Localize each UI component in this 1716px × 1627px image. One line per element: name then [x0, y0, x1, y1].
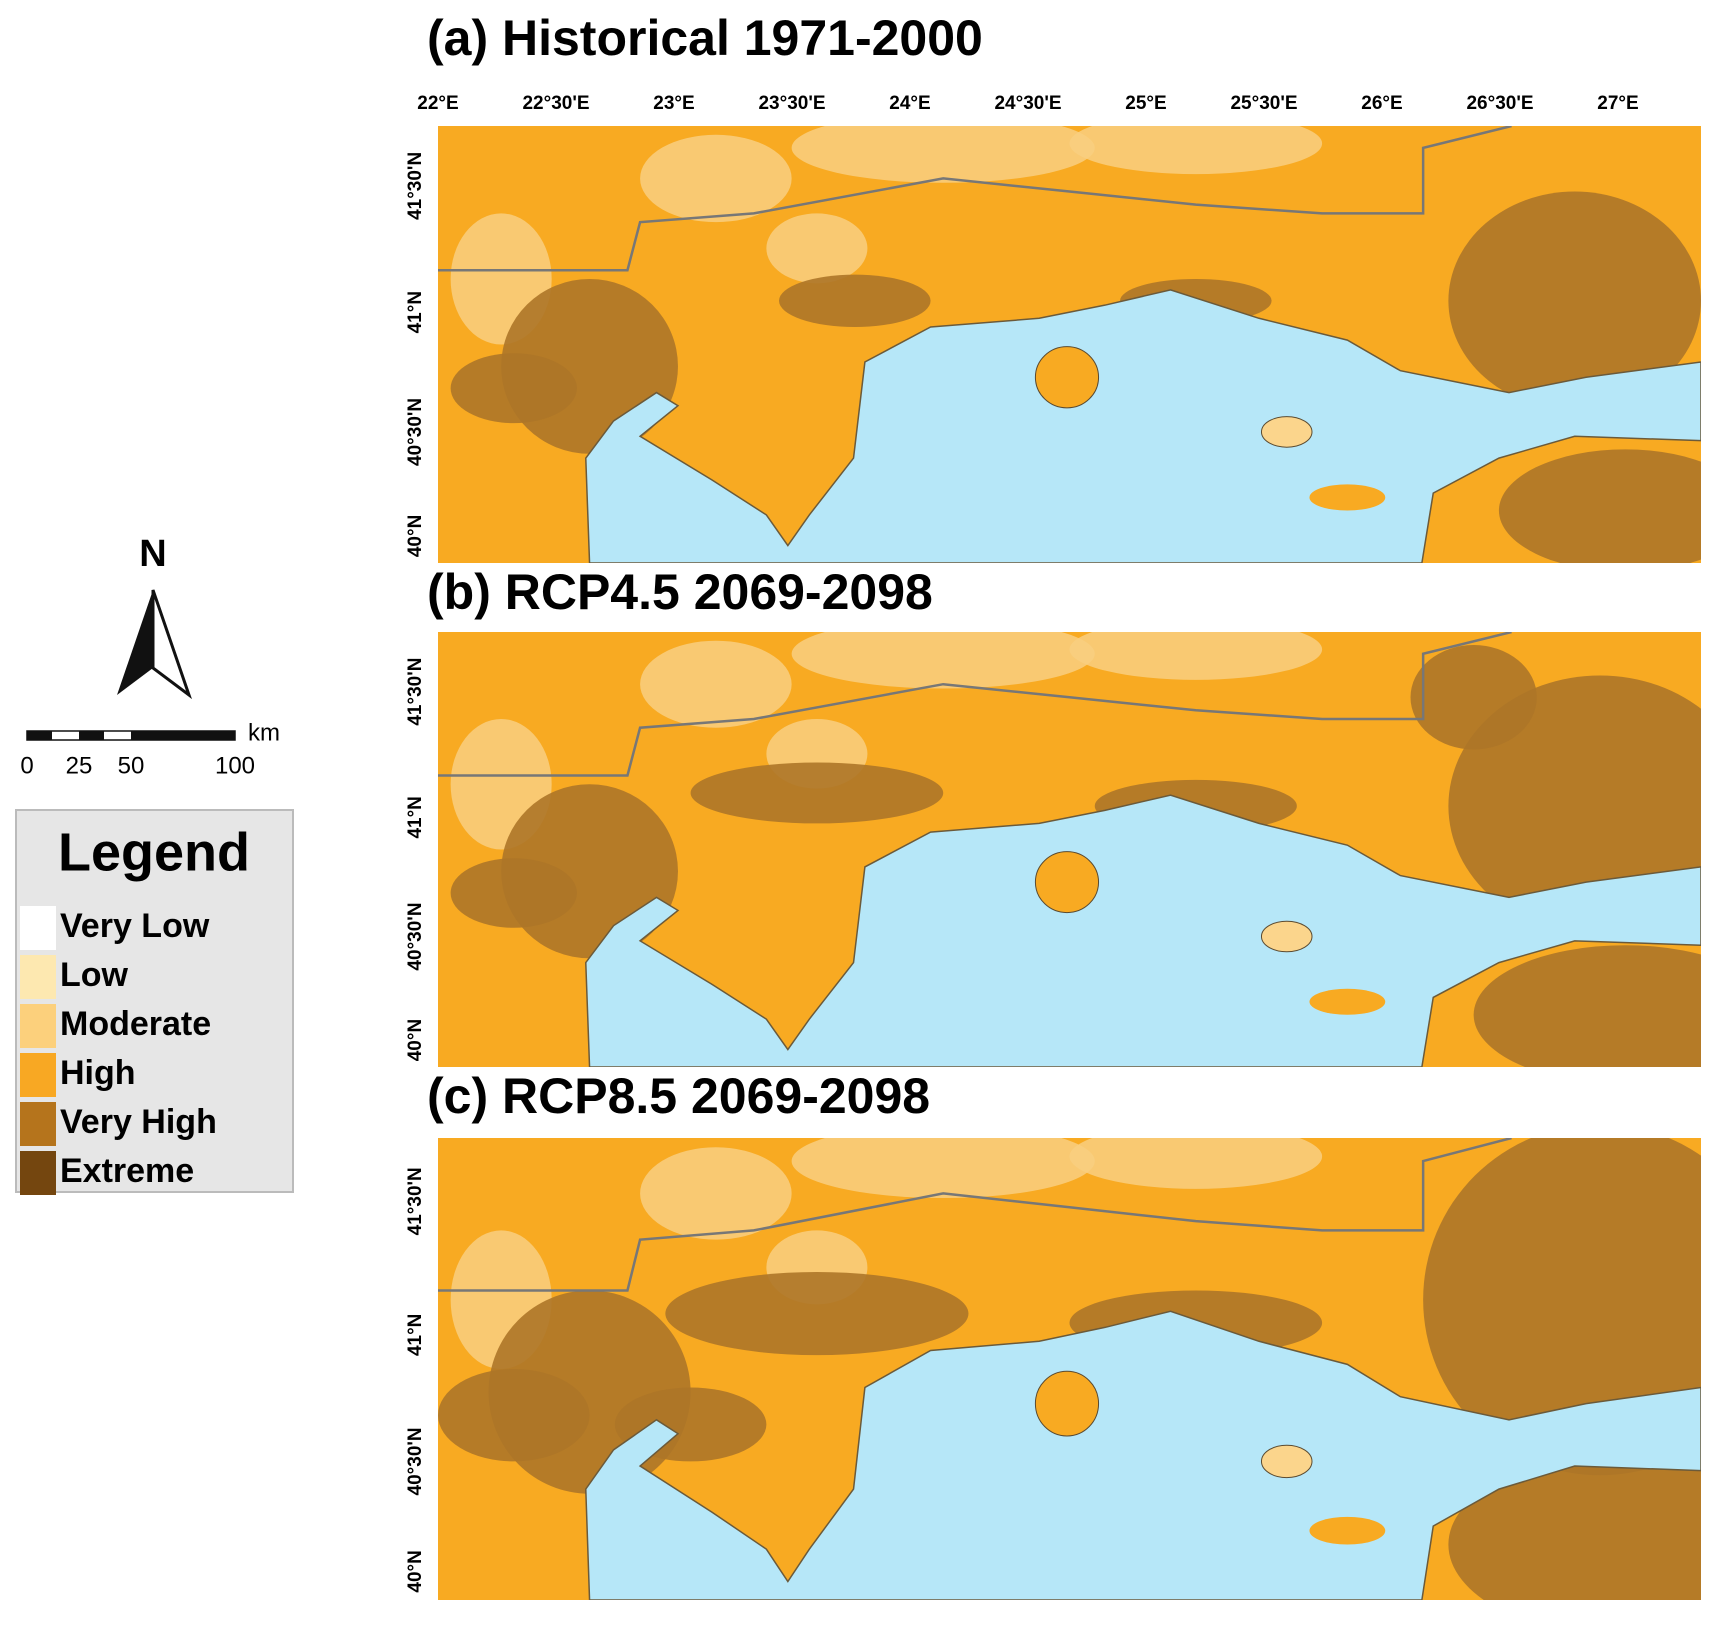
moderate-zone: [640, 1147, 792, 1240]
scale-unit: km: [248, 719, 280, 746]
border: [438, 1138, 1512, 1292]
very-high-zone: [1448, 191, 1701, 411]
very-high-zone: [1448, 675, 1701, 937]
latitude-label: 41°N: [405, 291, 426, 333]
north-label: N: [139, 533, 166, 575]
island: [1309, 988, 1386, 1015]
north-arrow: [117, 589, 192, 700]
legend-label: Very Low: [60, 907, 210, 945]
latitude-label: 41°30'N: [405, 1167, 426, 1235]
island: [1260, 920, 1313, 953]
island: [1034, 851, 1100, 914]
longitude-label: 26°30'E: [1466, 93, 1533, 114]
sea: [585, 794, 1701, 1067]
very-high-zone: [1498, 449, 1701, 563]
longitude-label: 22°E: [417, 93, 458, 114]
longitude-label: 25°30'E: [1230, 93, 1297, 114]
border: [438, 126, 1512, 272]
latitude-label: 40°30'N: [405, 1427, 426, 1495]
longitude-label: 27°E: [1597, 93, 1638, 114]
latitude-label: 41°30'N: [405, 152, 426, 220]
map-panel: [438, 126, 1701, 563]
map-panel: [438, 632, 1701, 1067]
legend-label: Extreme: [60, 1152, 194, 1190]
legend-title: Legend: [58, 822, 250, 882]
legend-swatch: [20, 1053, 56, 1097]
moderate-zone: [1069, 126, 1323, 175]
legend-label: Moderate: [60, 1005, 211, 1043]
island: [1034, 1370, 1100, 1437]
moderate-zone: [791, 632, 1095, 689]
moderate-zone: [791, 126, 1095, 183]
latitude-label: 40°30'N: [405, 398, 426, 466]
latitude-label: 40°N: [405, 515, 426, 557]
legend-swatch: [20, 1151, 56, 1195]
sea: [585, 289, 1701, 563]
longitude-label: 22°30'E: [522, 93, 589, 114]
island: [1260, 416, 1313, 448]
legend-swatch: [20, 1004, 56, 1048]
sea: [585, 1310, 1701, 1600]
panel-title: (b) RCP4.5 2069-2098: [427, 564, 933, 620]
panel-title: (a) Historical 1971-2000: [427, 10, 983, 66]
very-high-zone: [450, 858, 577, 928]
scale-label: 0: [20, 752, 33, 779]
scale-label: 100: [215, 752, 255, 779]
longitude-label: 23°E: [653, 93, 694, 114]
very-high-zone: [1410, 645, 1537, 750]
moderate-zone: [766, 213, 868, 284]
moderate-zone: [1069, 1138, 1323, 1189]
legend-swatch: [20, 955, 56, 999]
latitude-label: 41°N: [405, 796, 426, 838]
scale-bar: [26, 730, 236, 741]
legend-label: Low: [60, 956, 129, 994]
moderate-zone: [640, 640, 792, 728]
latitude-label: 40°N: [405, 1550, 426, 1592]
latitude-label: 40°N: [405, 1019, 426, 1061]
latitude-label: 40°30'N: [405, 902, 426, 970]
island: [1309, 1516, 1386, 1545]
scale-label: 50: [118, 752, 145, 779]
legend-label: High: [60, 1054, 136, 1092]
very-high-zone: [665, 1271, 969, 1356]
very-high-zone: [690, 762, 944, 824]
legend-swatch: [20, 906, 56, 950]
longitude-label: 24°E: [889, 93, 930, 114]
moderate-zone: [640, 134, 792, 223]
longitude-label: 26°E: [1361, 93, 1402, 114]
longitude-label: 23°30'E: [758, 93, 825, 114]
moderate-zone: [1069, 632, 1323, 680]
legend-label: Very High: [60, 1103, 217, 1141]
latitude-label: 41°30'N: [405, 658, 426, 726]
very-high-zone: [779, 274, 931, 328]
very-high-zone: [1423, 1138, 1701, 1476]
very-high-zone: [1448, 1452, 1701, 1600]
legend-box: [15, 809, 294, 1193]
moderate-zone: [791, 1138, 1095, 1199]
longitude-label: 24°30'E: [994, 93, 1061, 114]
legend-swatch: [20, 1102, 56, 1146]
scale-label: 25: [66, 752, 93, 779]
map-panel: [438, 1138, 1701, 1600]
very-high-zone: [1473, 945, 1701, 1067]
border: [438, 632, 1512, 777]
island: [1309, 484, 1386, 511]
very-high-zone: [450, 353, 577, 424]
panel-title: (c) RCP8.5 2069-2098: [427, 1068, 930, 1124]
longitude-label: 25°E: [1125, 93, 1166, 114]
island: [1034, 346, 1100, 409]
very-high-zone: [438, 1369, 590, 1462]
island: [1260, 1444, 1313, 1479]
latitude-label: 41°N: [405, 1314, 426, 1356]
